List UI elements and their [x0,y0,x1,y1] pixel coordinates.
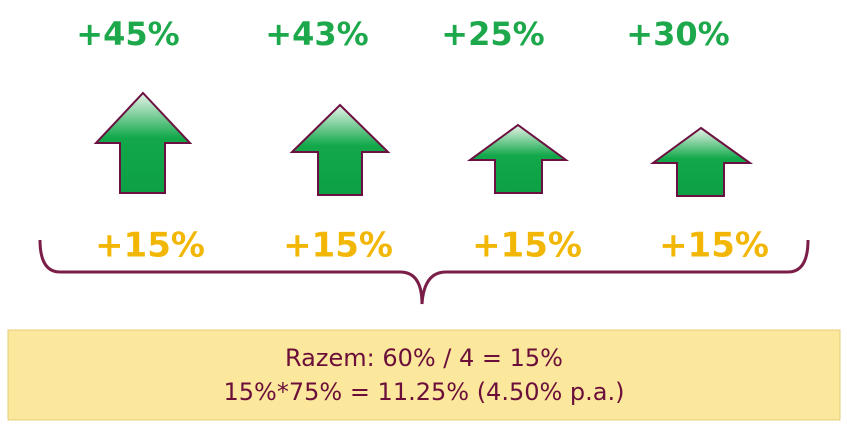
summary-box [7,329,841,421]
bottom-label: +15% [283,226,393,266]
top-label: +25% [441,15,544,53]
summary-line: Razem: 60% / 4 = 15% [285,344,563,372]
top-label: +30% [626,15,729,53]
bottom-label: +15% [659,226,769,266]
arrow [466,123,570,194]
bottom-label: +15% [472,226,582,266]
brace [38,239,810,305]
arrow [289,103,391,196]
summary-line: 15%*75% = 11.25% (4.50% p.a.) [224,378,625,406]
arrow [649,126,754,197]
top-label: +43% [265,15,368,53]
bottom-label: +15% [95,226,205,266]
top-label: +45% [76,15,179,53]
arrow [93,91,193,194]
